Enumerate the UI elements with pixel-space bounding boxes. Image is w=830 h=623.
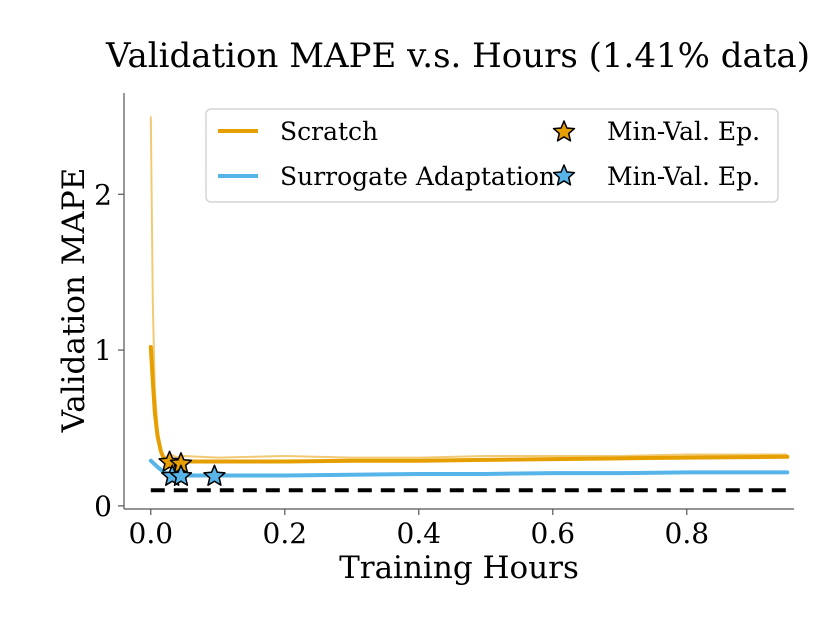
y-ticks: 0 1 2	[94, 178, 124, 523]
x-tick-label: 0.4	[397, 517, 442, 550]
y-tick-label: 1	[94, 334, 112, 367]
legend-star-shape	[552, 164, 576, 186]
x-tick-label: 0.8	[665, 517, 710, 550]
legend-scratch-label: Scratch	[280, 117, 378, 146]
legend-frame	[205, 108, 779, 203]
y-tick-label: 2	[94, 178, 112, 211]
x-tick-label: 0.0	[129, 517, 174, 550]
legend-surrogate-star-icon	[552, 164, 576, 186]
series-line-scratch	[148, 344, 790, 464]
min-val-star-surrogate-adaptation-1	[169, 464, 193, 486]
plot-area	[148, 116, 790, 493]
legend-scratch-star-icon	[552, 120, 576, 142]
y-tick-label: 0	[94, 490, 112, 523]
chart-title: Validation MAPE v.s. Hours (1.41% data)	[105, 36, 810, 76]
x-tick-label: 0.2	[263, 517, 308, 550]
legend-scratch-minval-label: Min-Val. Ep.	[607, 117, 760, 146]
min-val-star-surrogate-adaptation-2	[203, 464, 226, 486]
x-ticks: 0.0 0.2 0.4 0.6 0.8	[129, 509, 710, 550]
x-tick-label: 0.6	[531, 517, 576, 550]
legend-surrogate-label: Surrogate Adaptation	[280, 162, 555, 191]
y-axis-label: Validation MAPE	[56, 168, 92, 434]
legend-surrogate-minval-label: Min-Val. Ep.	[607, 162, 760, 191]
legend-star-shape	[552, 120, 576, 142]
min-val-star-scratch-0	[158, 450, 181, 472]
legend: Scratch Min-Val. Ep. Surrogate Adaptatio…	[205, 108, 779, 203]
x-axis-label: Training Hours	[339, 550, 579, 586]
